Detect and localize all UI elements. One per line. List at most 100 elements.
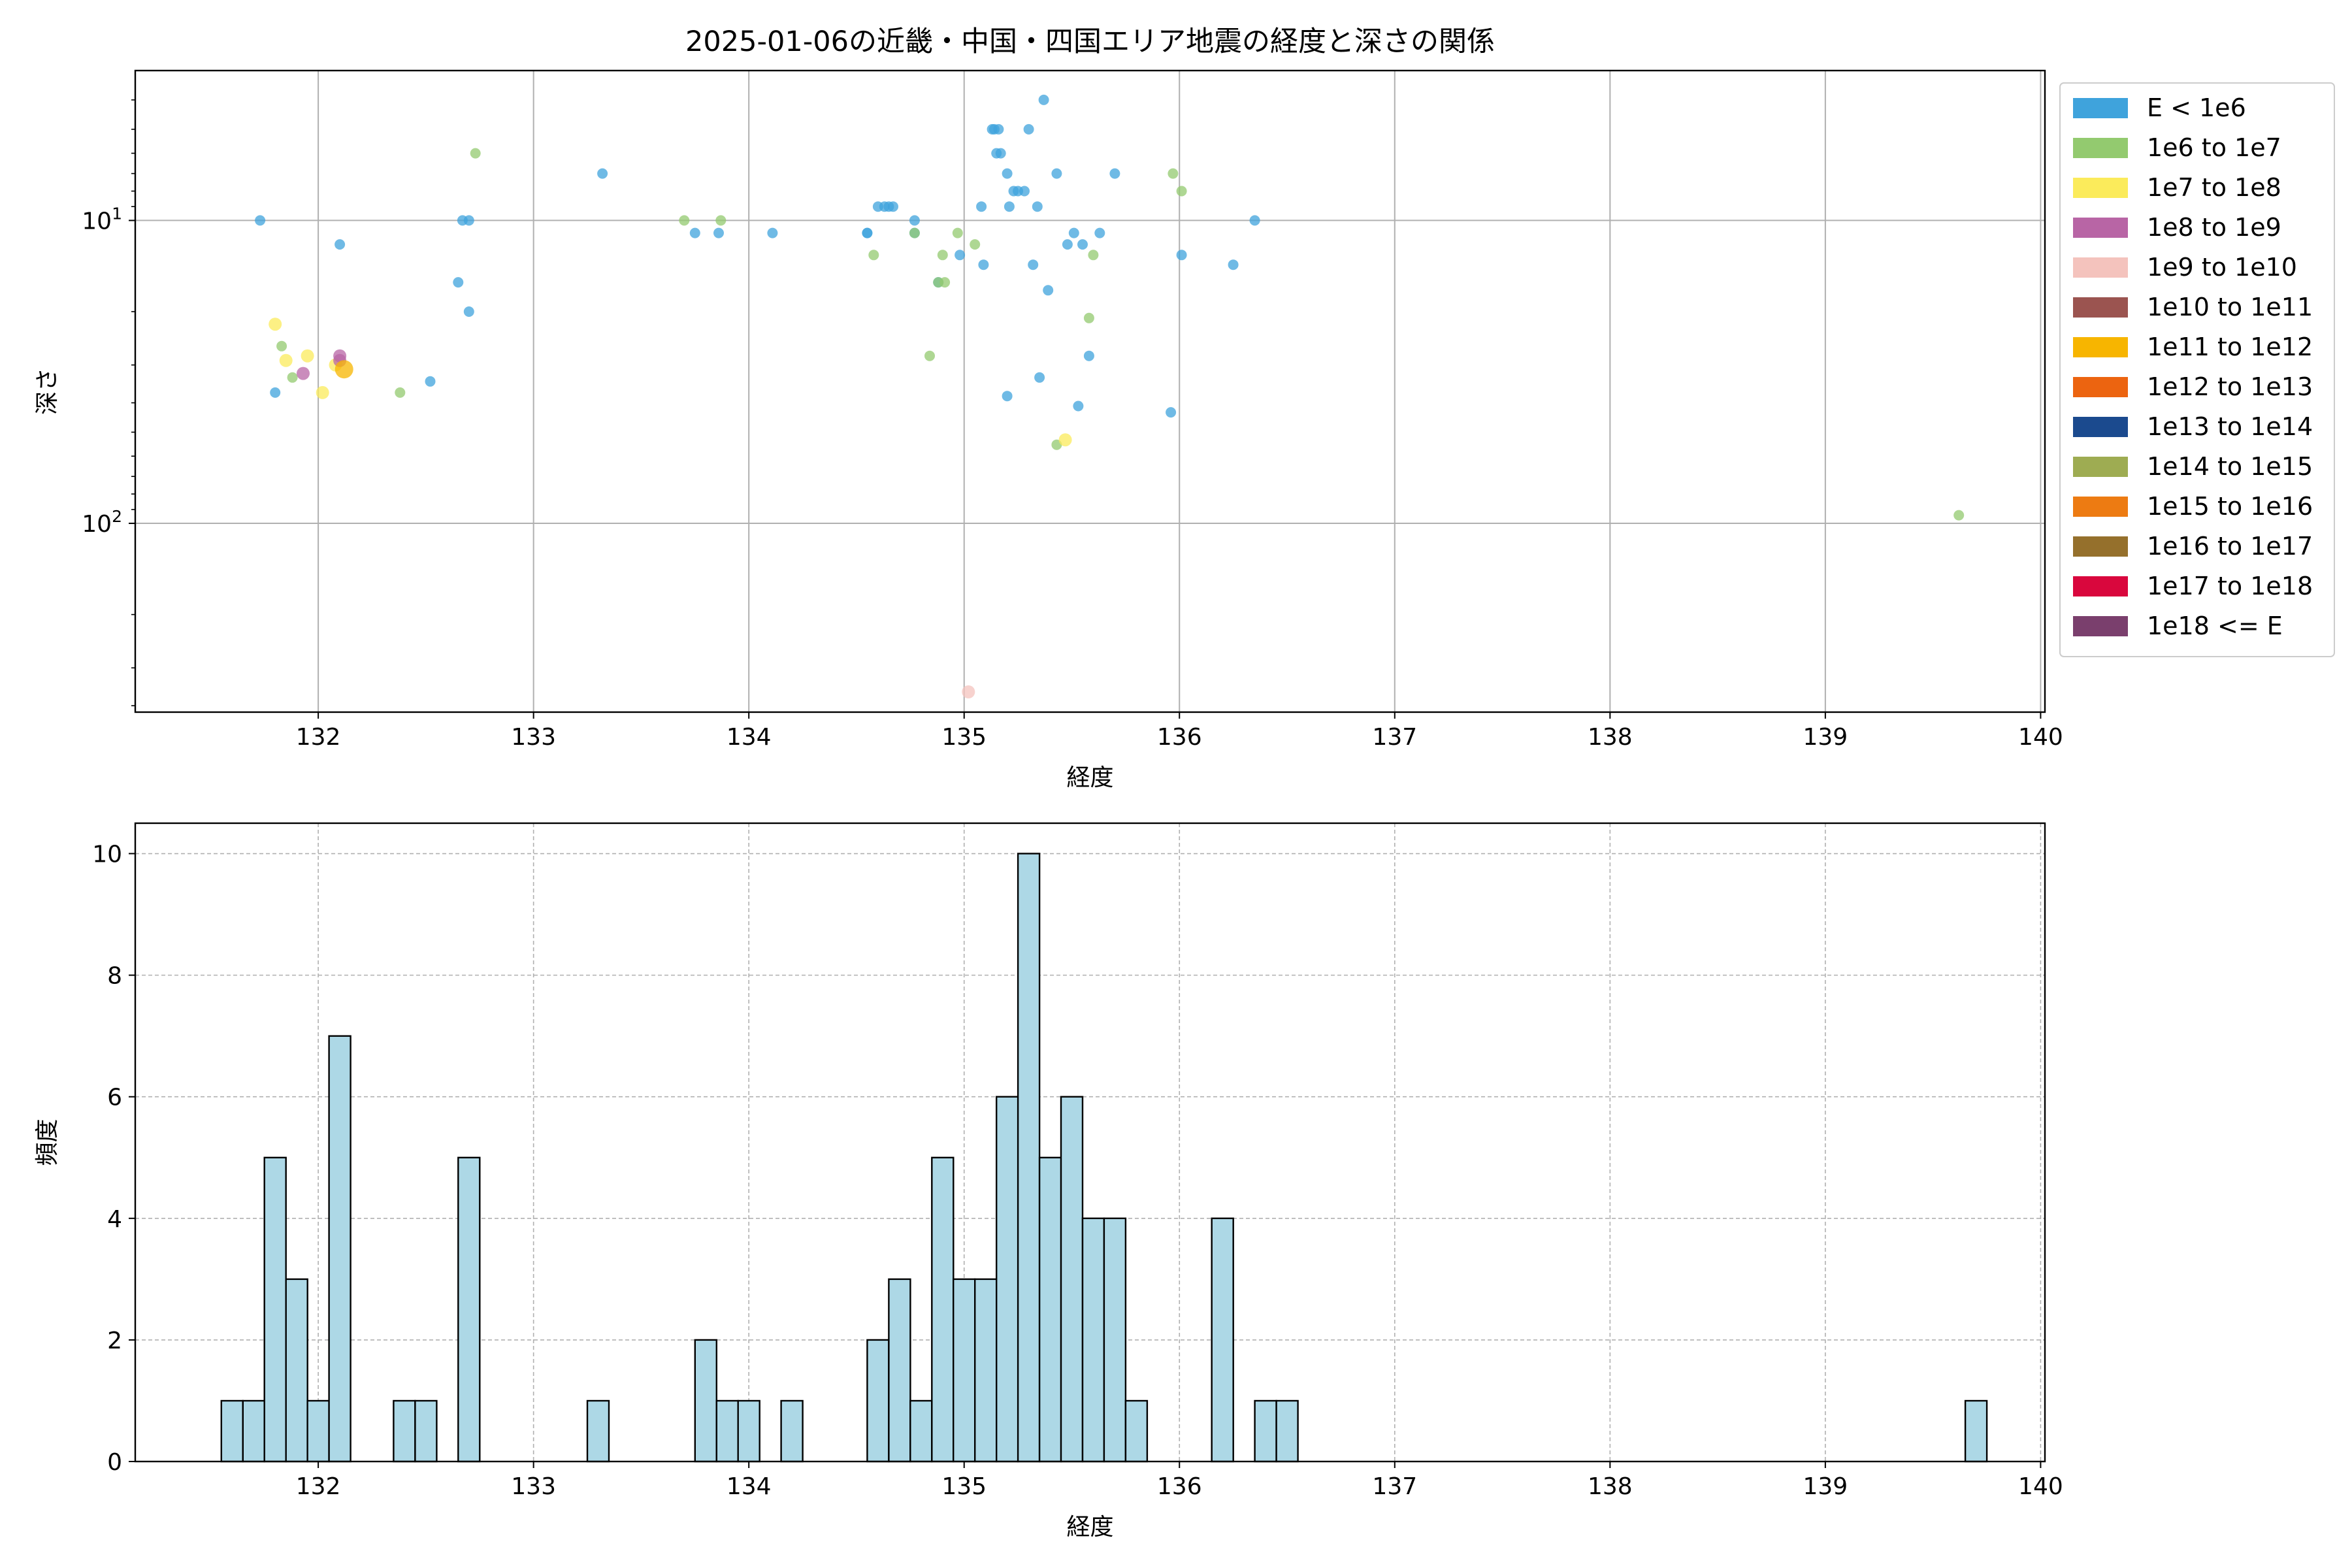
data-point bbox=[1083, 312, 1094, 323]
data-point bbox=[597, 168, 608, 179]
data-point bbox=[862, 227, 873, 238]
legend-label: 1e14 to 1e15 bbox=[2147, 452, 2313, 481]
data-point bbox=[924, 350, 935, 361]
data-point bbox=[868, 250, 879, 261]
histogram-xtick-label: 138 bbox=[1588, 1473, 1633, 1500]
legend-label: 1e10 to 1e11 bbox=[2147, 293, 2313, 321]
histogram-ytick-label: 4 bbox=[107, 1206, 122, 1233]
legend-label: 1e8 to 1e9 bbox=[2147, 213, 2281, 242]
data-point bbox=[1166, 407, 1177, 418]
data-point bbox=[1023, 123, 1034, 135]
data-point bbox=[937, 250, 948, 261]
histogram-ytick-label: 8 bbox=[107, 963, 122, 990]
histogram-bar bbox=[285, 1278, 308, 1463]
histogram-bar bbox=[306, 1399, 330, 1463]
data-point bbox=[255, 215, 266, 226]
histogram-bar bbox=[1017, 853, 1041, 1463]
histogram-bar bbox=[1275, 1399, 1299, 1463]
data-point bbox=[395, 387, 406, 398]
data-point bbox=[335, 239, 346, 250]
scatter-xtick-label: 132 bbox=[296, 724, 341, 751]
data-point bbox=[1094, 227, 1105, 238]
data-point bbox=[1058, 433, 1072, 447]
scatter-x-axis-label: 経度 bbox=[1066, 764, 1113, 791]
data-point bbox=[1068, 227, 1079, 238]
histogram-bar bbox=[328, 1035, 351, 1463]
histogram-bar bbox=[1124, 1399, 1149, 1463]
scatter-xtick-label: 138 bbox=[1588, 724, 1633, 751]
histogram-xtick-label: 137 bbox=[1372, 1473, 1417, 1500]
data-point bbox=[276, 340, 287, 351]
scatter-xtick-label: 137 bbox=[1372, 724, 1417, 751]
histogram-bar bbox=[1038, 1156, 1062, 1463]
data-point bbox=[1168, 168, 1179, 179]
legend-swatch bbox=[2073, 576, 2128, 596]
histogram-bar bbox=[1964, 1399, 1988, 1463]
data-point bbox=[909, 227, 920, 238]
data-point bbox=[269, 318, 282, 331]
histogram-bars bbox=[220, 853, 1988, 1463]
legend-label: 1e18 <= E bbox=[2147, 612, 2283, 640]
histogram-xtick-label: 135 bbox=[941, 1473, 987, 1500]
scatter-plot-frame bbox=[134, 69, 2046, 713]
histogram-ytick-label: 2 bbox=[107, 1328, 122, 1354]
legend-swatch bbox=[2073, 138, 2128, 158]
data-point bbox=[1034, 372, 1045, 383]
legend-label: 1e16 to 1e17 bbox=[2147, 532, 2313, 561]
legend-label: 1e7 to 1e8 bbox=[2147, 173, 2281, 202]
scatter-y-axis-label: 深さ bbox=[34, 368, 61, 415]
legend-label: 1e12 to 1e13 bbox=[2147, 372, 2313, 401]
scatter-xtick-label: 135 bbox=[941, 724, 987, 751]
scatter-points bbox=[255, 94, 1965, 698]
scatter-grid bbox=[135, 71, 2045, 712]
data-point bbox=[1004, 201, 1015, 212]
histogram-bar bbox=[694, 1339, 718, 1463]
legend-swatch bbox=[2073, 536, 2128, 557]
histogram-bar bbox=[414, 1399, 438, 1463]
data-point bbox=[297, 367, 310, 380]
histogram-bar bbox=[866, 1339, 890, 1463]
histogram-bar bbox=[737, 1399, 760, 1463]
histogram-bar bbox=[220, 1399, 244, 1463]
histogram-plot-frame bbox=[134, 822, 2046, 1463]
legend-swatch bbox=[2073, 218, 2128, 238]
scatter-ticks: 132 133 134 135 136 137 138 139 140 101 102 bbox=[82, 99, 2063, 751]
legend: E < 1e6 1e6 to 1e7 1e7 to 1e8 1e8 to 1e9 1e9… bbox=[2059, 82, 2335, 657]
scatter-ytick-label: 102 bbox=[82, 507, 122, 538]
histogram-bar bbox=[393, 1399, 416, 1463]
histogram-bar bbox=[952, 1278, 976, 1463]
data-point bbox=[1038, 94, 1049, 105]
data-point bbox=[1043, 285, 1054, 296]
data-point bbox=[1109, 168, 1120, 179]
data-point bbox=[335, 360, 353, 379]
data-point bbox=[995, 148, 1006, 159]
data-point bbox=[1019, 186, 1030, 197]
data-point bbox=[1073, 400, 1084, 412]
histogram-xtick-label: 140 bbox=[2018, 1473, 2063, 1500]
histogram-bar bbox=[1103, 1217, 1127, 1463]
data-point bbox=[1953, 510, 1965, 521]
histogram-y-axis-label: 頻度 bbox=[34, 1119, 61, 1166]
data-point bbox=[270, 387, 281, 398]
histogram-bar bbox=[888, 1278, 911, 1463]
legend-swatch bbox=[2073, 417, 2128, 437]
scatter-ytick-label: 101 bbox=[82, 204, 122, 235]
scatter-xtick-label: 139 bbox=[1803, 724, 1848, 751]
histogram-bar bbox=[995, 1096, 1019, 1463]
histogram-bar bbox=[1211, 1217, 1234, 1463]
legend-swatch bbox=[2073, 616, 2128, 636]
histogram-bar bbox=[1081, 1217, 1105, 1463]
histogram-bar bbox=[715, 1399, 740, 1463]
histogram-bar bbox=[242, 1399, 265, 1463]
histogram-xtick-label: 132 bbox=[296, 1473, 341, 1500]
data-point bbox=[1088, 250, 1099, 261]
histogram-ytick-label: 6 bbox=[107, 1085, 122, 1111]
data-point bbox=[1002, 168, 1013, 179]
scatter-chart: 132 133 134 135 136 137 138 139 140 101 102 2025-0… bbox=[34, 25, 2335, 791]
histogram-bar bbox=[1254, 1399, 1277, 1463]
legend-label: 1e11 to 1e12 bbox=[2147, 333, 2313, 361]
data-point bbox=[1062, 239, 1073, 250]
data-point bbox=[689, 227, 700, 238]
scatter-xtick-label: 140 bbox=[2018, 724, 2063, 751]
